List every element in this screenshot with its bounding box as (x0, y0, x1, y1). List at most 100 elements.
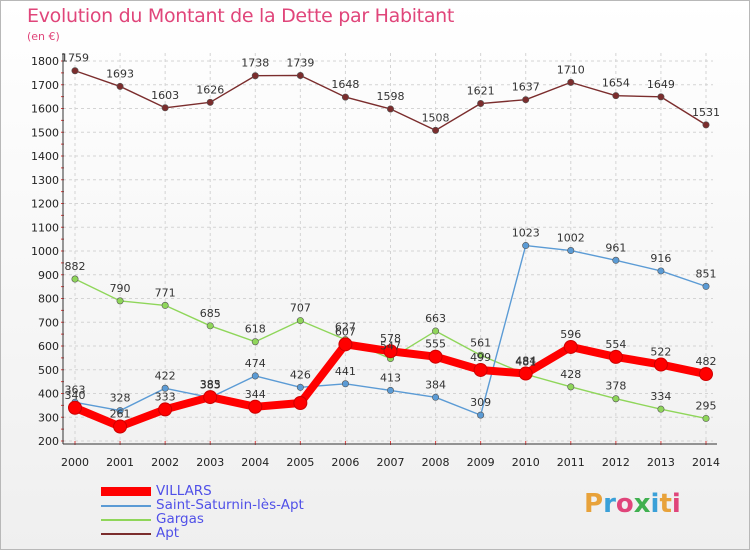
data-point-saint-saturnin-l-s-apt (657, 267, 665, 275)
data-point-apt (477, 100, 485, 108)
data-label-saint-saturnin-l-s-apt: 422 (155, 369, 176, 382)
data-label-villars: 484 (515, 355, 536, 368)
data-label-saint-saturnin-l-s-apt: 426 (290, 368, 311, 381)
data-point-saint-saturnin-l-s-apt (477, 411, 485, 419)
legend-label-apt: Apt (156, 525, 180, 541)
data-point-gargas (657, 405, 665, 413)
data-point-saint-saturnin-l-s-apt (612, 256, 620, 264)
data-point-villars (158, 402, 173, 417)
data-label-saint-saturnin-l-s-apt: 383 (200, 379, 221, 392)
y-tick-label: 800 (38, 293, 59, 306)
data-point-apt (567, 78, 575, 86)
data-point-gargas (567, 383, 575, 391)
data-label-saint-saturnin-l-s-apt: 1023 (512, 227, 540, 240)
data-point-apt (612, 92, 620, 100)
y-tick-label: 500 (38, 364, 59, 377)
logo-letter: r (603, 489, 616, 519)
data-point-gargas (432, 327, 440, 335)
y-tick-label: 1400 (31, 150, 59, 163)
data-point-villars (203, 390, 218, 405)
data-label-apt: 1739 (286, 56, 314, 69)
data-label-apt: 1649 (647, 78, 675, 91)
data-label-villars: 385 (200, 378, 221, 391)
data-label-saint-saturnin-l-s-apt: 474 (245, 357, 266, 370)
data-label-gargas: 481 (515, 355, 536, 368)
data-label-villars: 340 (65, 389, 86, 402)
data-point-villars (383, 344, 398, 359)
y-tick-label: 900 (38, 269, 59, 282)
data-label-apt: 1759 (61, 52, 89, 65)
data-point-saint-saturnin-l-s-apt (386, 386, 394, 394)
data-label-saint-saturnin-l-s-apt: 441 (335, 365, 356, 378)
data-label-villars: 554 (605, 338, 626, 351)
data-point-apt (341, 93, 349, 101)
series-lines (68, 67, 713, 434)
data-label-gargas: 663 (425, 312, 446, 325)
y-tick-label: 700 (38, 316, 59, 329)
logo-letter: P (584, 489, 604, 519)
data-point-saint-saturnin-l-s-apt (296, 383, 304, 391)
x-tick-label: 2000 (61, 456, 89, 469)
data-point-villars (293, 396, 308, 410)
data-label-saint-saturnin-l-s-apt: 851 (696, 267, 717, 280)
y-tick-label: 1500 (31, 126, 59, 139)
legend-swatch-gargas (101, 519, 151, 521)
data-label-apt: 1508 (422, 111, 450, 124)
data-label-villars: 333 (155, 390, 176, 403)
logo-letter: o (615, 489, 634, 519)
data-label-apt: 1531 (692, 106, 720, 119)
x-tick-label: 2011 (557, 456, 585, 469)
data-point-villars (699, 367, 713, 382)
legend-label-villars: VILLARS (156, 483, 212, 499)
data-point-gargas (206, 322, 214, 330)
data-point-apt (251, 72, 259, 80)
data-label-villars: 482 (696, 355, 717, 368)
y-tick-label: 1000 (31, 245, 59, 258)
data-point-gargas (251, 338, 259, 346)
legend-label-gargas: Gargas (156, 511, 204, 527)
data-point-saint-saturnin-l-s-apt (251, 372, 259, 380)
data-point-gargas (116, 297, 124, 305)
y-tick-label: 400 (38, 388, 59, 401)
legend-swatch-apt (101, 533, 151, 535)
data-label-gargas: 295 (696, 399, 717, 412)
data-point-villars (338, 337, 353, 352)
data-label-villars: 344 (245, 388, 266, 401)
x-tick-label: 2004 (241, 456, 269, 469)
data-point-apt (657, 93, 665, 101)
data-label-apt: 1637 (512, 81, 540, 94)
data-label-saint-saturnin-l-s-apt: 363 (65, 383, 86, 396)
data-label-saint-saturnin-l-s-apt: 309 (470, 396, 491, 409)
data-label-gargas: 790 (110, 282, 131, 295)
data-point-apt (296, 71, 304, 79)
data-label-apt: 1621 (467, 85, 495, 98)
data-point-villars (428, 349, 443, 364)
data-label-apt: 1738 (241, 57, 269, 70)
data-point-villars (68, 400, 82, 415)
x-tick-label: 2008 (422, 456, 450, 469)
legend-swatch-saint-saturnin (101, 505, 151, 507)
legend-swatch-villars (101, 487, 151, 496)
data-label-apt: 1648 (331, 78, 359, 91)
data-label-gargas: 428 (560, 368, 581, 381)
data-point-apt (522, 96, 530, 104)
data-label-villars: 578 (380, 332, 401, 345)
data-point-villars (608, 349, 623, 364)
data-label-saint-saturnin-l-s-apt: 961 (605, 241, 626, 254)
chart-title: Evolution du Montant de la Dette par Hab… (27, 5, 455, 27)
data-label-villars: 607 (335, 325, 356, 338)
data-label-gargas: 771 (155, 286, 176, 299)
data-label-saint-saturnin-l-s-apt: 413 (380, 371, 401, 384)
data-label-gargas: 547 (380, 340, 401, 353)
data-point-villars (248, 399, 263, 414)
data-label-villars: 555 (425, 338, 446, 351)
y-axis-unit: (en €) (27, 30, 60, 43)
data-label-saint-saturnin-l-s-apt: 328 (110, 392, 131, 405)
data-label-villars: 522 (650, 346, 671, 359)
data-point-gargas (71, 275, 79, 283)
data-point-villars (563, 339, 578, 354)
data-point-apt (161, 104, 169, 112)
data-label-gargas: 707 (290, 302, 311, 315)
data-label-gargas: 627 (335, 321, 356, 334)
